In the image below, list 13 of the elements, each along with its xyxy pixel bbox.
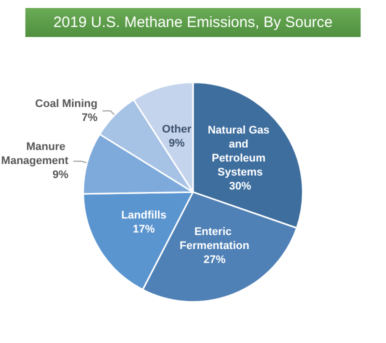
slice-label: Natural Gas and Petroleum Systems: [208, 124, 273, 179]
data-label: 9%: [52, 169, 69, 182]
chart-title: 2019 U.S. Methane Emissions, By Source: [53, 14, 333, 31]
data-label: 7%: [82, 112, 98, 124]
slice-label: Enteric Fermentation: [180, 226, 250, 252]
data-label: 9%: [168, 138, 185, 150]
data-label: 27%: [203, 254, 226, 266]
slice-label: Landfills: [121, 210, 166, 222]
data-label: 30%: [229, 180, 252, 193]
slice-label: Manure Management: [1, 141, 69, 168]
slice-label: Coal Mining: [35, 98, 98, 110]
slice-label: Other: [162, 124, 192, 136]
data-label: 17%: [132, 224, 156, 236]
